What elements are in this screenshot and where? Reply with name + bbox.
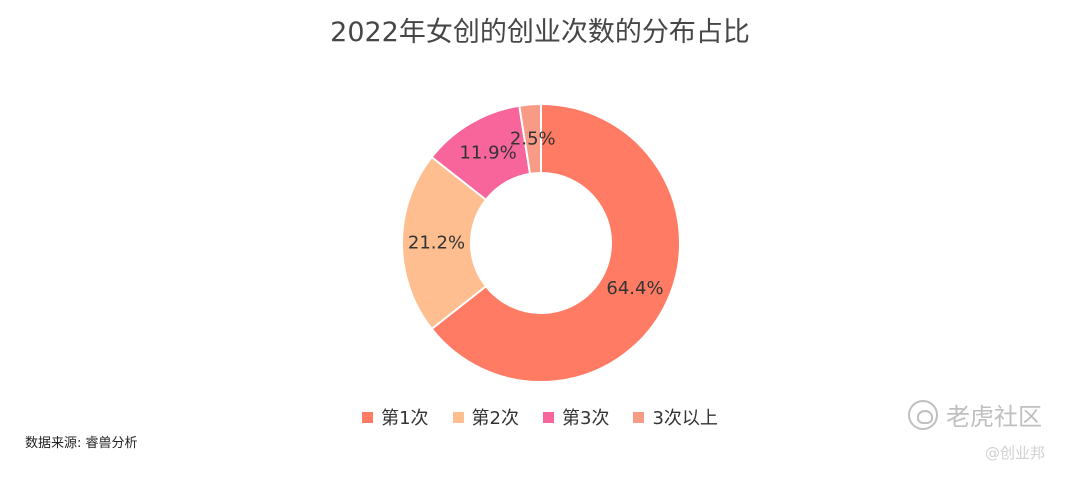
watermark: 老虎社区 [908,397,1042,432]
chart-title: 2022年女创的创业次数的分布占比 [330,17,750,48]
slice-label-3: 11.9% [459,142,516,163]
chart-legend: 第1次 第2次 第3次 3次以上 [0,404,1080,430]
slice-2[interactable] [401,155,488,331]
legend-swatch-3 [543,411,554,423]
legend-item-2[interactable]: 第2次 [452,404,519,430]
data-source-note: 数据来源: 睿兽分析 [25,436,138,451]
legend-item-4[interactable]: 3次以上 [633,404,718,430]
tiger-logo-icon [908,399,938,430]
slice-4[interactable] [518,102,542,176]
legend-swatch-4 [633,411,645,423]
watermark-sub: @创业邦 [985,444,1046,462]
legend-label-1: 第1次 [381,408,429,429]
legend-swatch-2 [452,411,464,423]
legend-label-4: 3次以上 [652,408,718,429]
slice-1[interactable] [430,102,681,383]
legend-swatch-1 [362,411,374,423]
legend-item-1[interactable]: 第1次 [362,404,429,430]
watermark-text: 老虎社区 [946,403,1042,431]
slice-label-2: 21.2% [408,233,465,254]
legend-label-2: 第2次 [471,408,519,429]
slice-label-1: 64.4% [606,278,663,299]
legend-item-3[interactable]: 第3次 [543,404,609,430]
legend-label-3: 第3次 [562,408,610,429]
slice-label-4: 2.5% [510,128,556,149]
